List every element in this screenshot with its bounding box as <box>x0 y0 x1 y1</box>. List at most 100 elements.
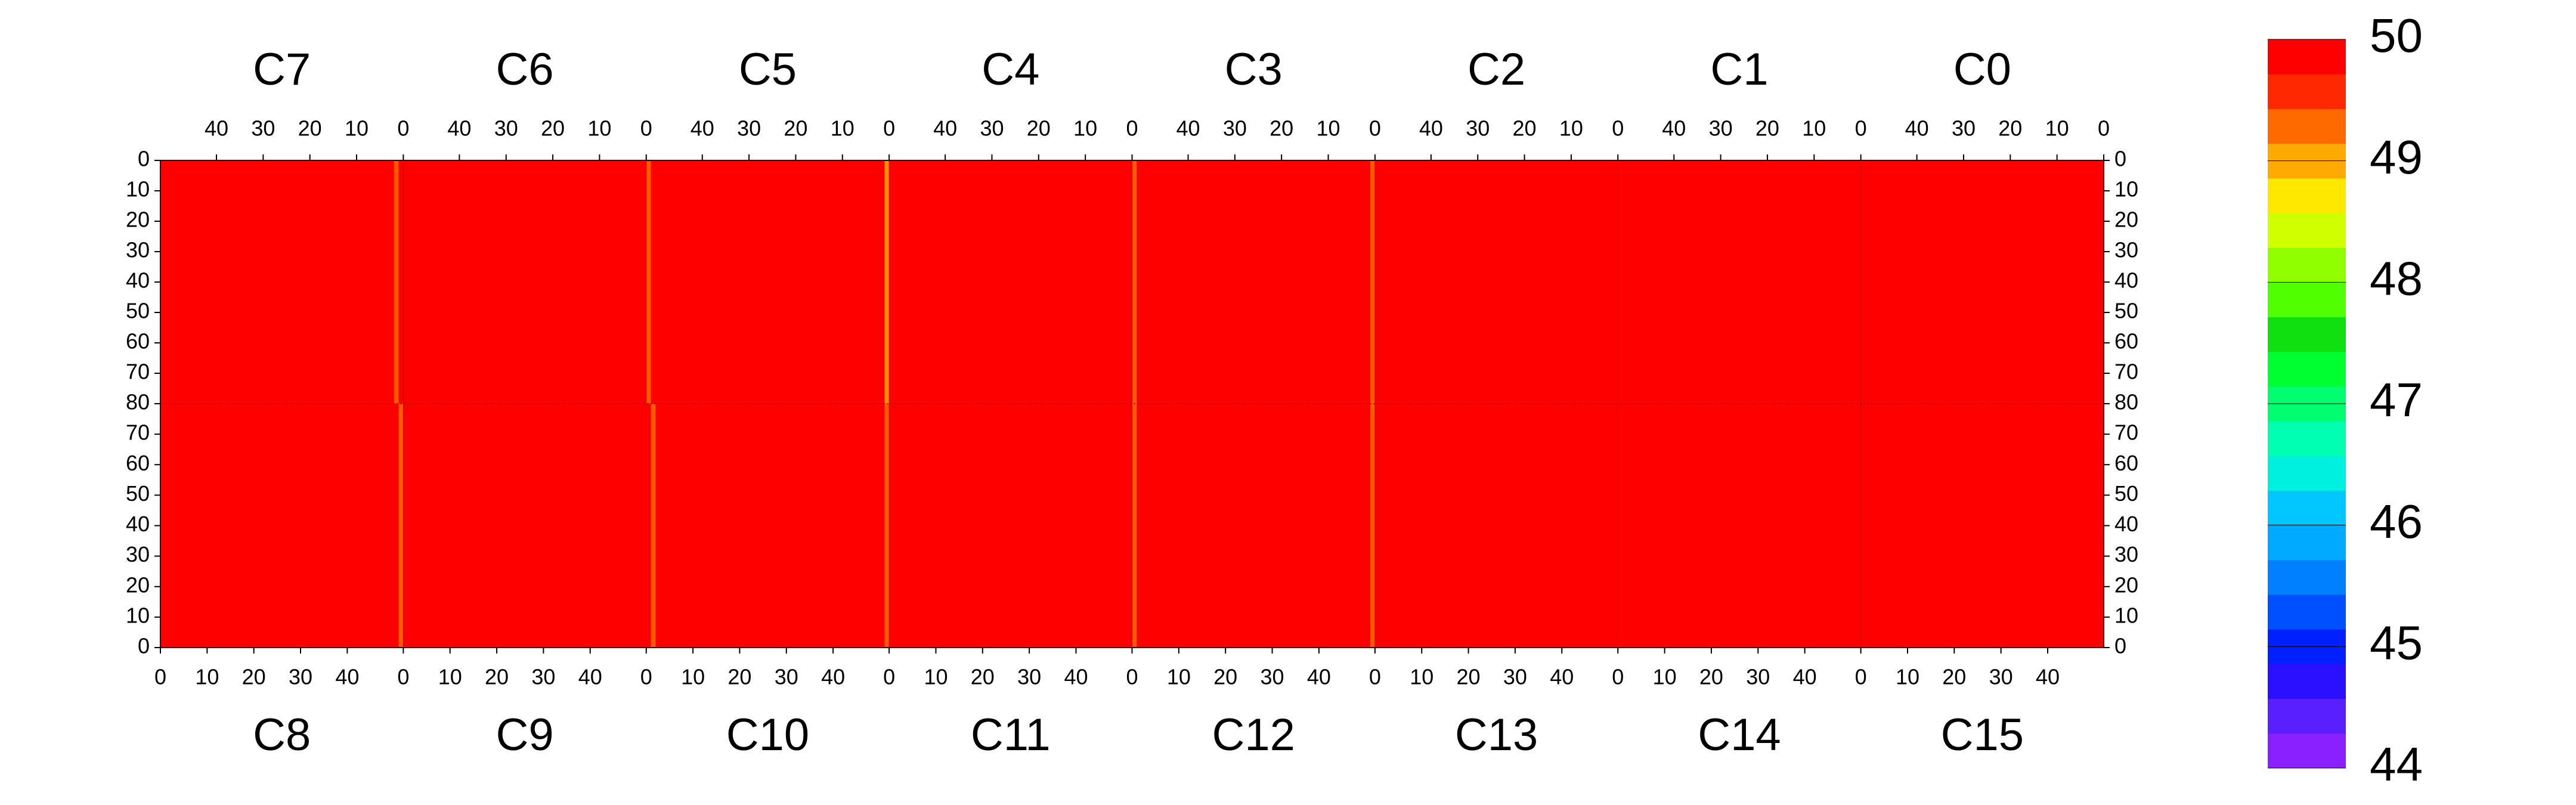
y-tick-label: 60 <box>126 451 150 475</box>
x-tick-label: 20 <box>784 116 807 141</box>
x-tick-label: 30 <box>251 116 275 141</box>
chip-cells <box>403 160 646 404</box>
stripe-cells <box>646 160 651 404</box>
stripe-cells <box>651 404 656 648</box>
colorbar-label: 46 <box>2370 495 2423 548</box>
colorbar-band <box>2268 212 2346 248</box>
colorbar-label: 48 <box>2370 252 2423 305</box>
x-tick-label: 20 <box>298 116 322 141</box>
chip-cells <box>1860 404 2104 648</box>
x-tick-label: 0 <box>1369 116 1381 141</box>
chip-label: C7 <box>253 44 311 95</box>
x-tick-label: 10 <box>2045 116 2069 141</box>
x-tick-label: 0 <box>1855 116 1867 141</box>
y-tick-label: 20 <box>2114 572 2138 597</box>
y-tick-label: 80 <box>2114 390 2138 414</box>
x-tick-label: 40 <box>2036 665 2060 689</box>
y-tick-label: 70 <box>2114 360 2138 384</box>
y-tick-label: 60 <box>2114 329 2138 354</box>
stripe-cells <box>884 404 890 648</box>
colorbar-band <box>2268 698 2346 734</box>
colorbar-band <box>2268 490 2346 526</box>
colorbar-band <box>2268 525 2346 561</box>
y-tick-label: 10 <box>2114 603 2138 627</box>
x-tick-label: 40 <box>335 665 359 689</box>
y-tick-label: 30 <box>126 542 150 566</box>
x-tick-label: 40 <box>691 116 714 141</box>
colorbar-band <box>2268 733 2346 769</box>
y-tick-label: 70 <box>126 420 150 445</box>
x-tick-label: 40 <box>1905 116 1929 141</box>
x-tick-label: 40 <box>447 116 471 141</box>
x-tick-label: 30 <box>1746 665 1770 689</box>
x-tick-label: 30 <box>531 665 555 689</box>
y-tick-label: 30 <box>126 238 150 262</box>
x-tick-label: 20 <box>1513 116 1537 141</box>
x-tick-label: 40 <box>1793 665 1817 689</box>
x-tick-label: 0 <box>1612 116 1624 141</box>
x-tick-label: 0 <box>397 116 409 141</box>
stripe-cells <box>1370 404 1375 648</box>
x-tick-label: 10 <box>1317 116 1340 141</box>
chip-cells <box>1374 160 1618 404</box>
chip-cells <box>1860 160 2104 404</box>
x-tick-label: 0 <box>1126 116 1138 141</box>
x-tick-label: 40 <box>1550 665 1574 689</box>
chip-label: C2 <box>1467 44 1525 95</box>
y-tick-label: 0 <box>138 147 150 171</box>
x-tick-label: 30 <box>1261 665 1284 689</box>
chip-cells <box>403 404 646 648</box>
x-tick-label: 10 <box>1896 665 1919 689</box>
chip-label: C8 <box>253 710 311 760</box>
x-tick-label: 10 <box>1802 116 1826 141</box>
colorbar-band <box>2268 109 2346 144</box>
y-tick-label: 20 <box>2114 208 2138 232</box>
colorbar-band <box>2268 351 2346 387</box>
x-tick-label: 10 <box>1073 116 1097 141</box>
y-tick-label: 60 <box>2114 451 2138 475</box>
x-tick-label: 20 <box>1027 116 1051 141</box>
colorbar-label: 47 <box>2370 373 2423 426</box>
y-tick-label: 10 <box>2114 177 2138 202</box>
chip-label: C1 <box>1710 44 1768 95</box>
chip-cells <box>646 160 890 404</box>
x-tick-label: 10 <box>1410 665 1433 689</box>
x-tick-label: 20 <box>1998 116 2022 141</box>
y-tick-label: 10 <box>126 603 150 627</box>
chip-label: C3 <box>1225 44 1283 95</box>
colorbar-label: 45 <box>2370 616 2423 669</box>
x-tick-label: 30 <box>737 116 761 141</box>
colorbar-band <box>2268 559 2346 595</box>
x-tick-label: 20 <box>1942 665 1966 689</box>
x-tick-label: 10 <box>438 665 462 689</box>
colorbar-band <box>2268 74 2346 109</box>
y-tick-label: 20 <box>126 208 150 232</box>
x-tick-label: 0 <box>397 665 409 689</box>
colorbar-band <box>2268 39 2346 75</box>
chip-label: C5 <box>739 44 797 95</box>
y-tick-label: 30 <box>2114 238 2138 262</box>
chip-label: C11 <box>971 710 1051 760</box>
y-tick-label: 50 <box>2114 481 2138 506</box>
chip-label: C15 <box>1941 710 2024 760</box>
x-tick-label: 0 <box>1855 665 1867 689</box>
colorbar-band <box>2268 247 2346 283</box>
chip-label: C14 <box>1698 710 1781 760</box>
x-tick-label: 30 <box>1017 665 1041 689</box>
y-tick-label: 0 <box>2114 147 2126 171</box>
x-tick-label: 30 <box>1503 665 1527 689</box>
y-tick-label: 70 <box>126 360 150 384</box>
colorbar-label: 50 <box>2370 9 2423 62</box>
colorbar-label: 44 <box>2370 738 2423 791</box>
y-tick-label: 40 <box>126 512 150 536</box>
colorbar-band <box>2268 178 2346 213</box>
x-tick-label: 0 <box>883 665 895 689</box>
x-tick-label: 0 <box>1612 665 1624 689</box>
y-tick-label: 30 <box>2114 542 2138 566</box>
x-tick-label: 30 <box>1223 116 1247 141</box>
y-tick-label: 40 <box>2114 268 2138 293</box>
x-tick-label: 30 <box>980 116 1004 141</box>
colorbar-band <box>2268 317 2346 352</box>
x-tick-label: 40 <box>1662 116 1686 141</box>
x-tick-label: 40 <box>821 665 845 689</box>
